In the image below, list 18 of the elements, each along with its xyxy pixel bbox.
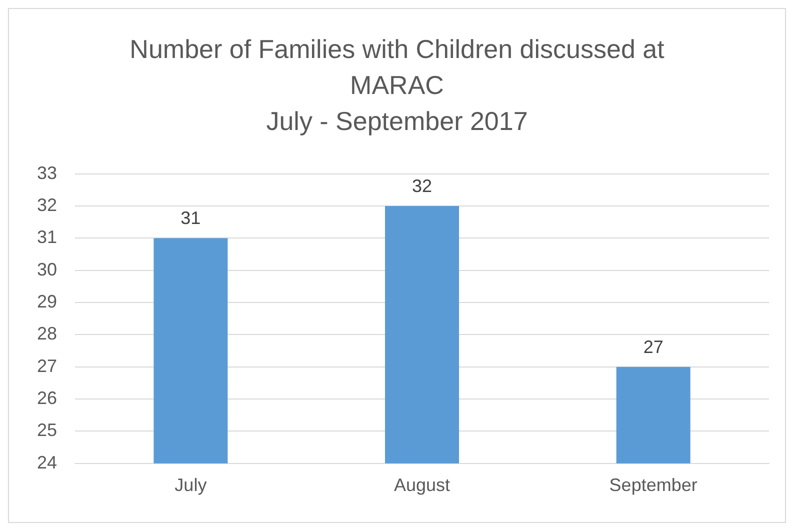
x-tick-label: August — [394, 475, 450, 496]
x-tick-label: July — [174, 475, 207, 496]
chart-subtitle: July - September 2017 — [265, 105, 529, 138]
data-label: 31 — [180, 208, 201, 228]
y-tick-label: 25 — [36, 420, 58, 440]
y-tick-label: 24 — [36, 452, 58, 472]
y-tick-label: 30 — [36, 259, 58, 280]
chart-title: Number of Families with Children discussed at MARAC — [128, 33, 666, 102]
y-tick-label: 33 — [36, 162, 58, 183]
y-tick-label: 28 — [36, 324, 58, 344]
y-tick-label: 27 — [36, 356, 58, 376]
y-tick-label: 31 — [36, 227, 58, 248]
y-tick-label: 26 — [36, 388, 58, 408]
x-tick-label: September — [609, 475, 698, 496]
y-tick-label: 32 — [36, 194, 58, 215]
y-tick-label: 29 — [36, 291, 58, 312]
data-label: 27 — [643, 336, 664, 357]
data-label: 32 — [412, 176, 432, 196]
